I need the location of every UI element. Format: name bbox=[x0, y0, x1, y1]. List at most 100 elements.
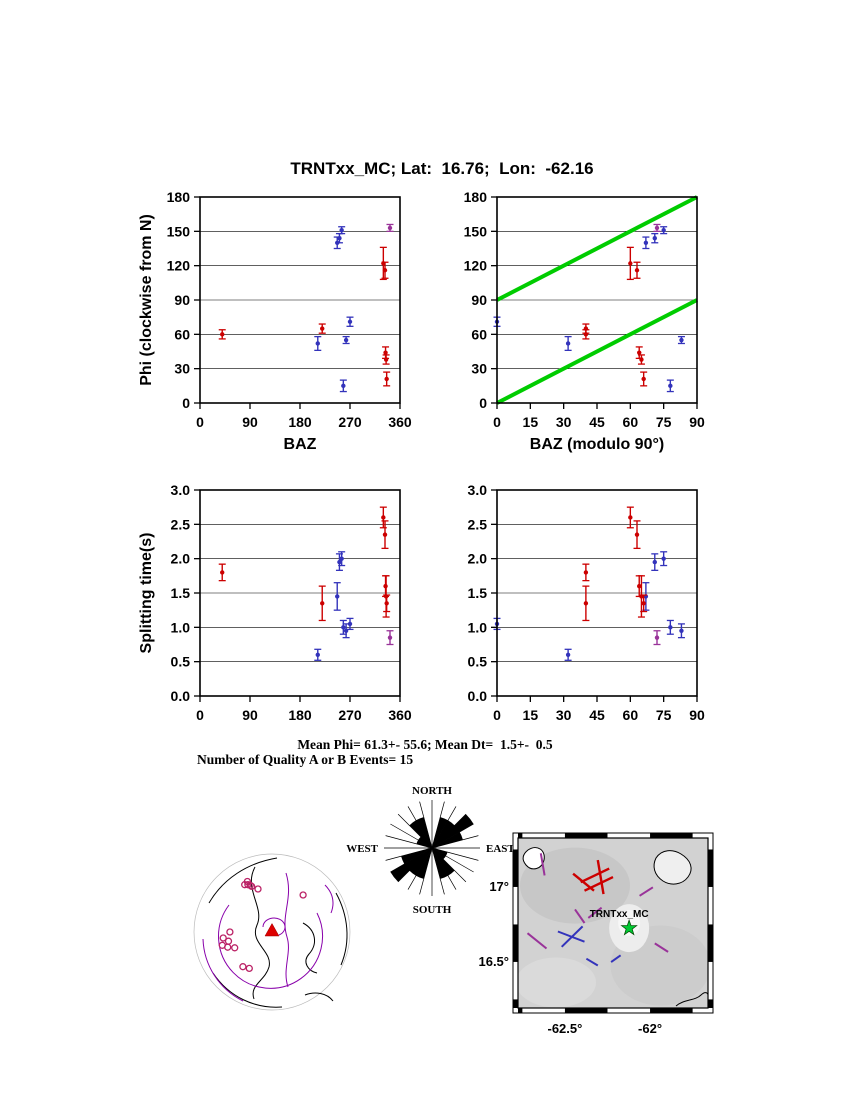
data-point bbox=[679, 337, 684, 343]
rose-petal bbox=[390, 848, 432, 882]
data-point bbox=[652, 236, 657, 241]
rose-petal bbox=[416, 840, 432, 848]
event-distribution-globe bbox=[193, 853, 351, 1011]
y-tick-label: 3.0 bbox=[171, 482, 191, 498]
compass-label-west: WEST bbox=[346, 843, 378, 855]
station-label: TRNTxx_MC bbox=[590, 909, 649, 920]
coastline bbox=[302, 922, 318, 974]
rose-petal bbox=[432, 848, 448, 856]
data-point bbox=[661, 227, 666, 233]
data-point bbox=[583, 601, 589, 606]
purple-splitting-bar bbox=[639, 886, 654, 897]
data-point bbox=[383, 350, 388, 355]
map-x-tick-label: -62° bbox=[638, 1021, 662, 1036]
rose-spoke bbox=[419, 847, 433, 895]
coastline bbox=[250, 866, 270, 1000]
data-point bbox=[641, 376, 646, 382]
rose-petal bbox=[432, 848, 455, 876]
data-point bbox=[661, 556, 666, 561]
data-point bbox=[220, 570, 225, 575]
data-point bbox=[384, 376, 389, 382]
y-tick-label: 1.0 bbox=[468, 619, 488, 635]
rose-petal bbox=[432, 848, 448, 879]
coastline bbox=[212, 972, 283, 1008]
data-point bbox=[583, 326, 589, 331]
y-tick-label: 1.0 bbox=[171, 619, 191, 635]
data-point bbox=[637, 583, 642, 589]
data-point bbox=[337, 236, 342, 241]
x-tick-label: 180 bbox=[288, 414, 312, 430]
data-point bbox=[335, 594, 340, 599]
data-point bbox=[679, 628, 684, 633]
red-splitting-bar bbox=[583, 876, 614, 892]
y-tick-label: 90 bbox=[174, 292, 190, 308]
x-tick-label: 0 bbox=[493, 707, 501, 723]
x-tick-label: 360 bbox=[388, 414, 412, 430]
plate-boundary bbox=[324, 884, 334, 914]
green-reference-line bbox=[496, 195, 698, 302]
data-point bbox=[343, 337, 349, 343]
x-tick-label: 0 bbox=[493, 414, 501, 430]
station-triangle bbox=[264, 922, 280, 937]
phi-vs-baz-chart: 0 90 180 270 360 0 30 60 90 120 150 180 BAZ Phi (cloc… bbox=[138, 189, 412, 453]
y-tick-label: 0.5 bbox=[171, 654, 191, 670]
phi-rose-diagram: NORTH EAST SOUTH WEST bbox=[346, 785, 515, 916]
x-tick-label: 60 bbox=[623, 707, 639, 723]
data-point bbox=[387, 635, 393, 640]
event-location-ring bbox=[231, 944, 239, 952]
globe-outline bbox=[193, 853, 351, 1011]
blue-splitting-bar bbox=[561, 925, 584, 948]
data-point bbox=[347, 621, 353, 627]
x-tick-label: 90 bbox=[242, 414, 258, 430]
event-location-ring bbox=[254, 885, 262, 893]
y-tick-label: 150 bbox=[167, 223, 191, 239]
y-tick-label: 150 bbox=[464, 223, 488, 239]
x-tick-label: 90 bbox=[689, 707, 705, 723]
rose-petal bbox=[418, 836, 432, 848]
data-point bbox=[315, 652, 320, 657]
data-point bbox=[339, 227, 344, 233]
rose-spoke bbox=[431, 847, 445, 895]
rose-petal bbox=[401, 848, 432, 864]
compass-label-north: NORTH bbox=[412, 785, 452, 797]
data-point bbox=[320, 326, 325, 331]
red-splitting-bar bbox=[580, 867, 610, 884]
splitting-time-vs-baz-chart: 0 90 180 270 360 0.0 0.5 1.0 1.5 2.0 2.5 3.0 Splitti… bbox=[138, 482, 412, 723]
data-point bbox=[337, 559, 342, 565]
x-tick-label: 30 bbox=[556, 414, 572, 430]
compass-label-east: EAST bbox=[486, 843, 515, 855]
x-tick-label: 0 bbox=[196, 414, 204, 430]
green-reference-line bbox=[496, 298, 698, 405]
blue-splitting-bar bbox=[610, 954, 622, 963]
x-tick-label: 0 bbox=[196, 707, 204, 723]
data-point bbox=[628, 515, 633, 520]
event-location-ring bbox=[245, 964, 253, 973]
y-tick-label: 0 bbox=[182, 395, 190, 411]
data-point bbox=[639, 357, 644, 362]
data-point bbox=[387, 225, 393, 231]
purple-splitting-bar bbox=[654, 942, 669, 953]
data-point bbox=[654, 225, 660, 231]
data-point bbox=[565, 652, 571, 657]
event-location-ring bbox=[248, 882, 256, 891]
data-point bbox=[320, 601, 325, 606]
data-point bbox=[641, 601, 646, 606]
data-point bbox=[643, 240, 649, 245]
data-point bbox=[383, 357, 389, 362]
y-tick-label: 2.0 bbox=[171, 551, 191, 567]
y-tick-label: 120 bbox=[167, 258, 191, 274]
data-point bbox=[583, 570, 589, 575]
y-tick-label: 30 bbox=[471, 361, 487, 377]
data-point bbox=[341, 383, 346, 389]
event-location-ring bbox=[239, 963, 247, 971]
rose-spoke bbox=[419, 801, 433, 849]
plate-boundary bbox=[202, 938, 244, 1002]
x-tick-label: 15 bbox=[523, 414, 539, 430]
rose-petal bbox=[432, 817, 448, 848]
data-point bbox=[315, 341, 320, 346]
rose-petal bbox=[432, 820, 455, 848]
data-point bbox=[628, 261, 633, 266]
y-tick-label: 60 bbox=[471, 326, 487, 342]
data-point bbox=[652, 559, 657, 565]
